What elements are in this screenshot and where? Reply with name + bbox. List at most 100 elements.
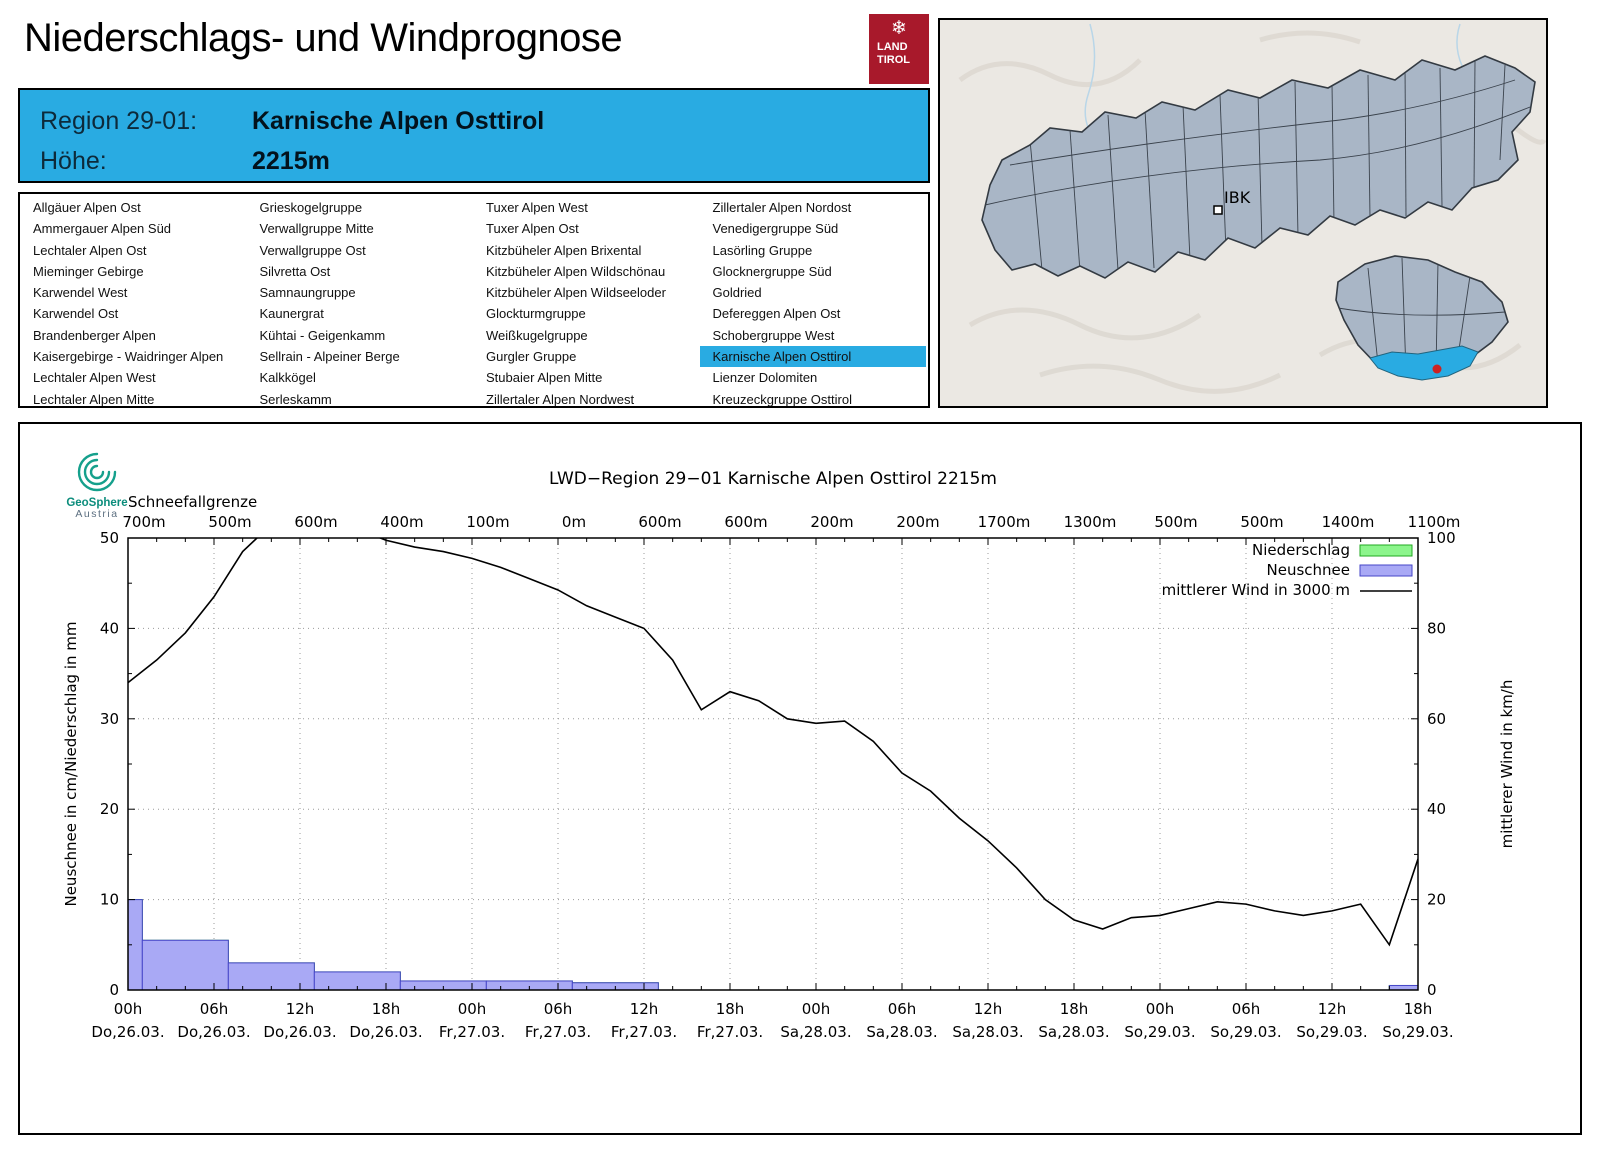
selected-region-shape[interactable] bbox=[1369, 345, 1479, 381]
y-left-tick-label: 0 bbox=[109, 981, 119, 999]
wind-line bbox=[128, 538, 1418, 947]
east-tirol-region[interactable] bbox=[1335, 255, 1509, 377]
x-tick-time: 06h bbox=[200, 1000, 229, 1018]
region-list-item[interactable]: Tuxer Alpen Ost bbox=[486, 221, 579, 237]
forecast-chart-panel: 0 10 20 30 40 50 0 20 40 60 80 100 00h Do,26.03. 06h Do… bbox=[18, 422, 1582, 1135]
region-list-item[interactable]: Venedigergruppe Süd bbox=[712, 221, 839, 237]
snowline-value: 100m bbox=[466, 513, 509, 531]
region-list-item[interactable]: Lechtaler Alpen Mitte bbox=[33, 391, 155, 407]
logo-text-land: LAND bbox=[877, 41, 908, 53]
x-tick-date: Sa,28.03. bbox=[866, 1023, 937, 1041]
region-row: Region 29-01: Karnische Alpen Osttirol bbox=[40, 101, 928, 141]
region-list-item[interactable]: Lechtaler Alpen West bbox=[33, 370, 156, 386]
region-list-item[interactable]: Defereggen Alpen Ost bbox=[712, 306, 841, 322]
region-list-item[interactable]: Kitzbüheler Alpen Wildseeloder bbox=[486, 285, 666, 301]
y-right-tick-label: 80 bbox=[1427, 619, 1446, 637]
x-tick-time: 12h bbox=[286, 1000, 315, 1018]
region-list-item[interactable]: Kreuzeckgruppe Osttirol bbox=[712, 391, 852, 407]
region-list-item[interactable]: Kaisergebirge - Waidringer Alpen bbox=[33, 349, 224, 365]
x-tick-date: Fr,27.03. bbox=[525, 1023, 591, 1041]
region-list-item[interactable]: Schobergruppe West bbox=[712, 327, 835, 343]
chart-title: LWD−Region 29−01 Karnische Alpen Osttiro… bbox=[549, 469, 997, 489]
region-list-item[interactable]: Zillertaler Alpen Nordwest bbox=[486, 391, 635, 407]
elevation-value: 2215m bbox=[252, 147, 330, 175]
y-right-tick-label: 40 bbox=[1427, 800, 1446, 818]
region-list-item[interactable]: Brandenberger Alpen bbox=[33, 327, 156, 343]
region-list-item[interactable]: Verwallgruppe Mitte bbox=[259, 221, 374, 237]
region-list-item[interactable]: Kühtai - Geigenkamm bbox=[259, 327, 386, 343]
region-list-item[interactable]: Lienzer Dolomiten bbox=[712, 370, 818, 386]
x-tick-time: 18h bbox=[716, 1000, 745, 1018]
region-label: Region 29-01: bbox=[40, 107, 198, 135]
page-title: Niederschlags- und Windprognose bbox=[24, 16, 623, 60]
x-tick-time: 06h bbox=[1232, 1000, 1261, 1018]
tirol-map[interactable]: IBK bbox=[938, 18, 1548, 408]
elevation-label: Höhe: bbox=[40, 147, 107, 175]
geosphere-text: GeoSphere bbox=[66, 496, 128, 509]
plot-border bbox=[127, 537, 1419, 991]
snowline-value: 0m bbox=[562, 513, 586, 531]
x-tick-time: 12h bbox=[1318, 1000, 1347, 1018]
region-list-item[interactable]: Allgäuer Alpen Ost bbox=[33, 200, 141, 215]
region-borders-north bbox=[984, 59, 1535, 273]
region-list-item[interactable]: Zillertaler Alpen Nordost bbox=[712, 200, 852, 215]
region-list-item[interactable]: Stubaier Alpen Mitte bbox=[486, 370, 603, 386]
snowline-value: 1400m bbox=[1322, 513, 1375, 531]
y-left-tick-label: 40 bbox=[100, 619, 119, 637]
snowflake-icon: ❄ bbox=[891, 18, 907, 39]
region-list-item[interactable]: Verwallgruppe Ost bbox=[259, 242, 366, 258]
snowline-value: 700m bbox=[122, 513, 165, 531]
y-left-tick-label: 10 bbox=[100, 891, 119, 909]
region-list-item[interactable]: Karwendel Ost bbox=[33, 306, 119, 322]
region-list-item[interactable]: Mieminger Gebirge bbox=[33, 263, 144, 279]
region-list-item[interactable]: Lasörling Gruppe bbox=[712, 242, 813, 258]
y-right-tick-label: 0 bbox=[1427, 981, 1437, 999]
x-tick-date: Fr,27.03. bbox=[611, 1023, 677, 1041]
region-list-column: Allgäuer Alpen Ost Ammergauer Alpen Süd Le… bbox=[20, 197, 247, 406]
x-tick-date: So,29.03. bbox=[1382, 1023, 1453, 1041]
logo-text-tirol: TIROL bbox=[877, 53, 910, 66]
region-list-item[interactable]: Lechtaler Alpen Ost bbox=[33, 242, 147, 258]
region-list-item[interactable]: Grieskogelgruppe bbox=[259, 200, 363, 215]
region-list-item[interactable]: Serleskamm bbox=[259, 391, 332, 407]
region-list-item[interactable]: Karwendel West bbox=[33, 285, 128, 301]
y-left-tick-label: 30 bbox=[100, 710, 119, 728]
region-info-panel: Region 29-01: Karnische Alpen Osttirol Hö… bbox=[18, 88, 930, 183]
region-list-item[interactable]: Glocknergruppe Süd bbox=[712, 263, 832, 279]
region-list-item[interactable]: Sellrain - Alpeiner Berge bbox=[259, 349, 400, 365]
x-tick-date: Do,26.03. bbox=[91, 1023, 164, 1041]
region-value: Karnische Alpen Osttirol bbox=[252, 107, 545, 135]
region-list-item[interactable]: Kitzbüheler Alpen Wildschönau bbox=[486, 263, 666, 279]
x-tick-date: Sa,28.03. bbox=[780, 1023, 851, 1041]
x-tick-date: Fr,27.03. bbox=[439, 1023, 505, 1041]
region-list-item[interactable]: Kalkkögel bbox=[259, 370, 316, 386]
region-list-item[interactable]: Kaunergrat bbox=[259, 306, 324, 322]
x-tick-time: 06h bbox=[888, 1000, 917, 1018]
region-list-item[interactable]: Glockturmgruppe bbox=[486, 306, 586, 322]
region-list: Allgäuer Alpen Ost Ammergauer Alpen Süd Le… bbox=[18, 192, 930, 408]
geosphere-icon bbox=[77, 452, 117, 492]
region-list-item[interactable]: Gurgler Gruppe bbox=[486, 349, 577, 365]
x-tick-date: So,29.03. bbox=[1296, 1023, 1367, 1041]
snowline-value: 200m bbox=[896, 513, 939, 531]
axis-ticks bbox=[127, 537, 1419, 991]
snowline-value: 600m bbox=[294, 513, 337, 531]
region-list-item[interactable]: Goldried bbox=[712, 285, 762, 301]
region-list-item[interactable]: Weißkugelgruppe bbox=[486, 327, 588, 343]
snowline-value: 600m bbox=[638, 513, 681, 531]
region-list-item[interactable]: Karnische Alpen Osttirol bbox=[699, 346, 926, 368]
region-list-item[interactable]: Samnaungruppe bbox=[259, 285, 356, 301]
x-tick-time: 12h bbox=[974, 1000, 1003, 1018]
y-right-tick-label: 60 bbox=[1427, 710, 1446, 728]
neuschnee-bars bbox=[128, 899, 1418, 990]
region-list-column: Tuxer Alpen West Tuxer Alpen Ost Kitzbühel… bbox=[473, 197, 700, 406]
north-tirol-region[interactable] bbox=[981, 55, 1536, 279]
snowline-value: 500m bbox=[1154, 513, 1197, 531]
region-list-item[interactable]: Ammergauer Alpen Süd bbox=[33, 221, 172, 237]
snowline-value: 400m bbox=[380, 513, 423, 531]
region-list-item[interactable]: Silvretta Ost bbox=[259, 263, 331, 279]
x-tick-time: 12h bbox=[630, 1000, 659, 1018]
region-list-item[interactable]: Kitzbüheler Alpen Brixental bbox=[486, 242, 642, 258]
region-list-item[interactable]: Tuxer Alpen West bbox=[486, 200, 588, 215]
